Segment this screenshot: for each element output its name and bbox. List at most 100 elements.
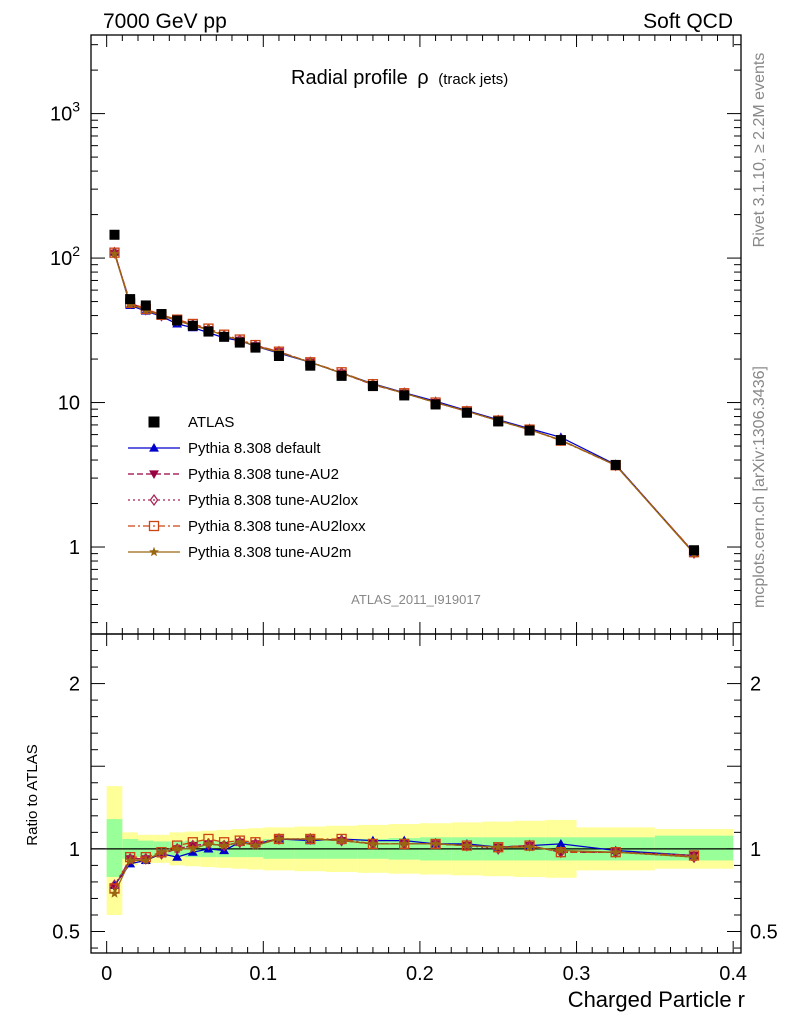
- ratio-series-point: [156, 847, 167, 857]
- legend-entry: Pythia 8.308 tune-AU2lox: [128, 492, 359, 509]
- ratio-series-point: [556, 845, 566, 855]
- series-atlas-data: [109, 229, 700, 556]
- plot-title-suffix: (track jets): [438, 71, 508, 88]
- x-tick-label: 0.1: [249, 963, 277, 985]
- analysis-watermark: ATLAS_2011_I919017: [351, 592, 481, 607]
- series-point: [109, 248, 120, 258]
- ratio-series-point: [172, 843, 183, 854]
- data-point: [109, 229, 120, 240]
- ratio-series-point: [187, 843, 198, 854]
- ratio-y-tick-label: 0.5: [52, 922, 80, 944]
- data-point: [203, 326, 214, 337]
- plot-title-symbol: ρ: [417, 67, 428, 89]
- data-point: [430, 399, 441, 410]
- ratio-series-point: [399, 838, 410, 849]
- ratio-series-point: [125, 855, 136, 865]
- ratio-y-tick-label-right: 2: [750, 674, 761, 696]
- ratio-series-line: [113, 838, 695, 894]
- legend-marker: [148, 520, 160, 532]
- legend-entry: Pythia 8.308 tune-AU2m: [128, 544, 351, 561]
- ratio-series-point: [172, 852, 183, 861]
- ratio-ylabel: Ratio to ATLAS: [24, 744, 41, 845]
- series-pythia-8-308-default: [109, 247, 699, 557]
- legend-entry: Pythia 8.308 default: [128, 440, 321, 457]
- data-point: [399, 390, 410, 401]
- plot-title-main: Radial profile: [291, 67, 408, 89]
- data-point: [172, 315, 183, 326]
- ratio-frame: [90, 633, 742, 954]
- y-tick-label: 1: [69, 537, 80, 559]
- data-point: [461, 407, 472, 418]
- data-point: [273, 350, 284, 361]
- legend-marker: [149, 470, 159, 479]
- legend-label: Pythia 8.308 tune-AU2loxx: [188, 518, 366, 535]
- main-series-layer: [109, 229, 700, 559]
- mcplots-label: mcplots.cern.ch [arXiv:1306.3436]: [751, 366, 768, 608]
- series-pythia-8-308-tune-au2loxx: [109, 247, 700, 558]
- y-tick-label: 102: [50, 243, 80, 270]
- ratio-series-pythia-8-308-tune-au2m: [109, 833, 699, 898]
- ratio-series-point: [555, 838, 566, 848]
- ratio-series-layer: [109, 832, 700, 898]
- data-point: [555, 435, 566, 446]
- data-point: [156, 309, 167, 320]
- data-point: [187, 320, 198, 331]
- ratio-series-point: [430, 838, 441, 849]
- data-point: [493, 416, 504, 427]
- ratio-y-tick-label-right: 0.5: [750, 922, 778, 944]
- legend-marker: [148, 416, 160, 428]
- x-axis-label: Charged Particle r: [568, 987, 745, 1012]
- energy-label: 7000 GeV pp: [103, 10, 227, 33]
- ratio-series-point: [336, 833, 347, 845]
- ratio-band-inner: [106, 819, 123, 877]
- ratio-series-point: [689, 852, 699, 862]
- legend-marker: [149, 493, 159, 507]
- ratio-series-line: [113, 838, 695, 886]
- axes-layer: 0 0.1 0.2 0.3 0.4 1 10 102 103 0.5 0.5 1 1 2 2: [50, 34, 778, 985]
- data-point: [610, 459, 621, 470]
- legend-entry: Pythia 8.308 tune-AU2: [128, 466, 339, 483]
- ratio-series-line: [113, 838, 695, 889]
- ratio-y-tick-label-right: 1: [750, 839, 761, 861]
- x-tick-label: 0.3: [563, 963, 591, 985]
- legend: ATLAS Pythia 8.308 default Pythia 8.308 tu…: [128, 414, 366, 561]
- ratio-series-point: [368, 838, 378, 849]
- legend-label: Pythia 8.308 tune-AU2: [188, 466, 339, 483]
- legend-marker: [149, 443, 159, 452]
- ratio-series-point: [250, 840, 261, 850]
- legend-entry: Pythia 8.308 tune-AU2loxx: [128, 518, 366, 535]
- x-tick-label: 0.4: [719, 963, 747, 985]
- data-point: [250, 342, 261, 353]
- y-tick-label: 103: [50, 99, 80, 126]
- y-tick-label: 10: [58, 393, 80, 415]
- rivet-label: Rivet 3.1.10, ≥ 2.2M events: [751, 53, 768, 248]
- data-point: [219, 331, 230, 342]
- ratio-series-point: [305, 833, 316, 844]
- legend-marker: [149, 546, 159, 557]
- ratio-series-point: [109, 888, 120, 898]
- legend-label: Pythia 8.308 default: [188, 440, 321, 457]
- data-point: [367, 381, 378, 392]
- ratio-series-point: [140, 855, 151, 865]
- data-point: [689, 545, 700, 556]
- data-point: [305, 360, 316, 371]
- ratio-series-point: [524, 842, 535, 852]
- ratio-series-point: [234, 835, 245, 846]
- legend-label: Pythia 8.308 tune-AU2lox: [188, 492, 359, 509]
- legend-label: Pythia 8.308 tune-AU2m: [188, 544, 351, 561]
- data-point: [140, 300, 151, 311]
- legend-entry-atlas: ATLAS: [148, 414, 234, 431]
- ratio-series-point: [610, 847, 621, 857]
- ratio-series-point: [336, 835, 347, 845]
- series-pythia-8-308-tune-au2m: [109, 248, 699, 558]
- series-pythia-8-308-tune-au2: [109, 249, 699, 558]
- ratio-y-tick-label: 2: [69, 674, 80, 696]
- data-point: [524, 425, 535, 436]
- ratio-series-point: [125, 852, 135, 865]
- ratio-series-point: [203, 838, 214, 849]
- ratio-y-tick-label: 1: [69, 839, 80, 861]
- series-pythia-8-308-tune-au2lox: [110, 246, 699, 559]
- process-label: Soft QCD: [643, 10, 733, 33]
- data-point: [336, 370, 347, 381]
